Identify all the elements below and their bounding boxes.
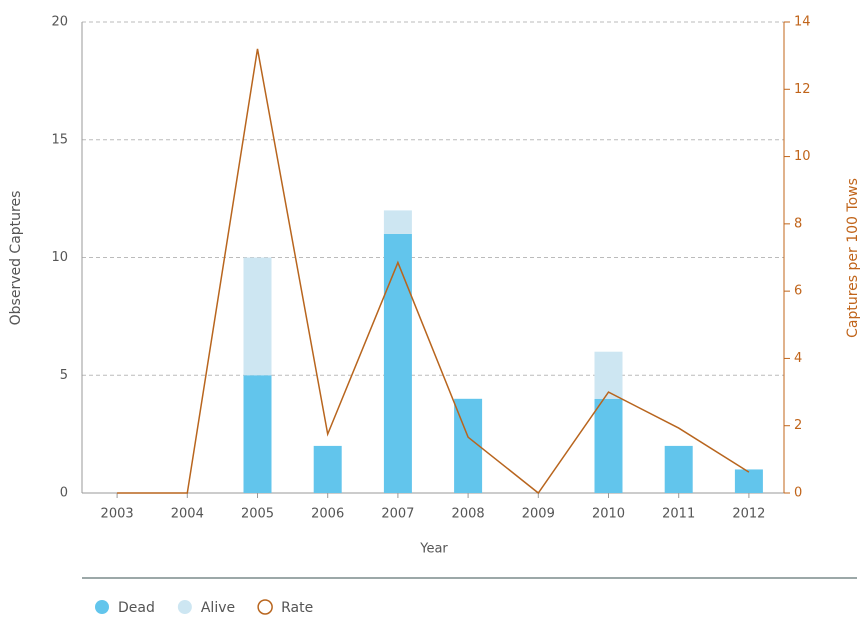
x-tick-label: 2004	[171, 507, 204, 522]
y2-tick-label: 12	[794, 82, 811, 97]
legend-label: Alive	[201, 600, 235, 616]
x-tick-label: 2010	[592, 507, 625, 522]
bar	[734, 469, 763, 493]
bar	[383, 233, 412, 493]
x-tick-label: 2009	[522, 507, 555, 522]
y2-tick-label: 14	[794, 15, 811, 30]
legend-marker	[95, 600, 109, 614]
y2-tick-label: 10	[794, 149, 811, 164]
y2-tick-label: 4	[794, 351, 802, 366]
y2-tick-label: 8	[794, 216, 802, 231]
x-tick-label: 2007	[381, 507, 414, 522]
x-tick-label: 2012	[732, 507, 765, 522]
y-tick-label: 5	[60, 368, 68, 383]
legend-label: Dead	[118, 600, 155, 616]
y-axis-label: Observed Captures	[8, 191, 24, 326]
y2-tick-label: 0	[794, 486, 802, 501]
legend-marker	[177, 600, 192, 614]
x-axis-label: Year	[419, 542, 448, 557]
y2-tick-label: 2	[794, 418, 802, 433]
y-tick-label: 0	[60, 486, 68, 501]
bar	[243, 257, 272, 376]
x-tick-label: 2006	[311, 507, 344, 522]
bar	[313, 445, 342, 493]
x-tick-label: 2011	[662, 507, 695, 522]
y-tick-label: 15	[51, 132, 68, 147]
y2-tick-label: 6	[794, 284, 802, 299]
bar	[594, 398, 623, 493]
x-tick-label: 2008	[452, 507, 485, 522]
bar	[594, 351, 623, 399]
x-tick-label: 2003	[101, 507, 134, 522]
bar	[243, 375, 272, 493]
y-tick-label: 20	[51, 15, 68, 30]
bar	[383, 210, 412, 234]
bar	[664, 445, 693, 493]
y-tick-label: 10	[51, 250, 68, 265]
legend-label: Rate	[281, 600, 313, 616]
rate-line	[117, 48, 750, 495]
y2-axis-label: Captures per 100 Tows	[845, 178, 861, 338]
legend-marker	[257, 599, 273, 615]
x-tick-label: 2005	[241, 507, 274, 522]
